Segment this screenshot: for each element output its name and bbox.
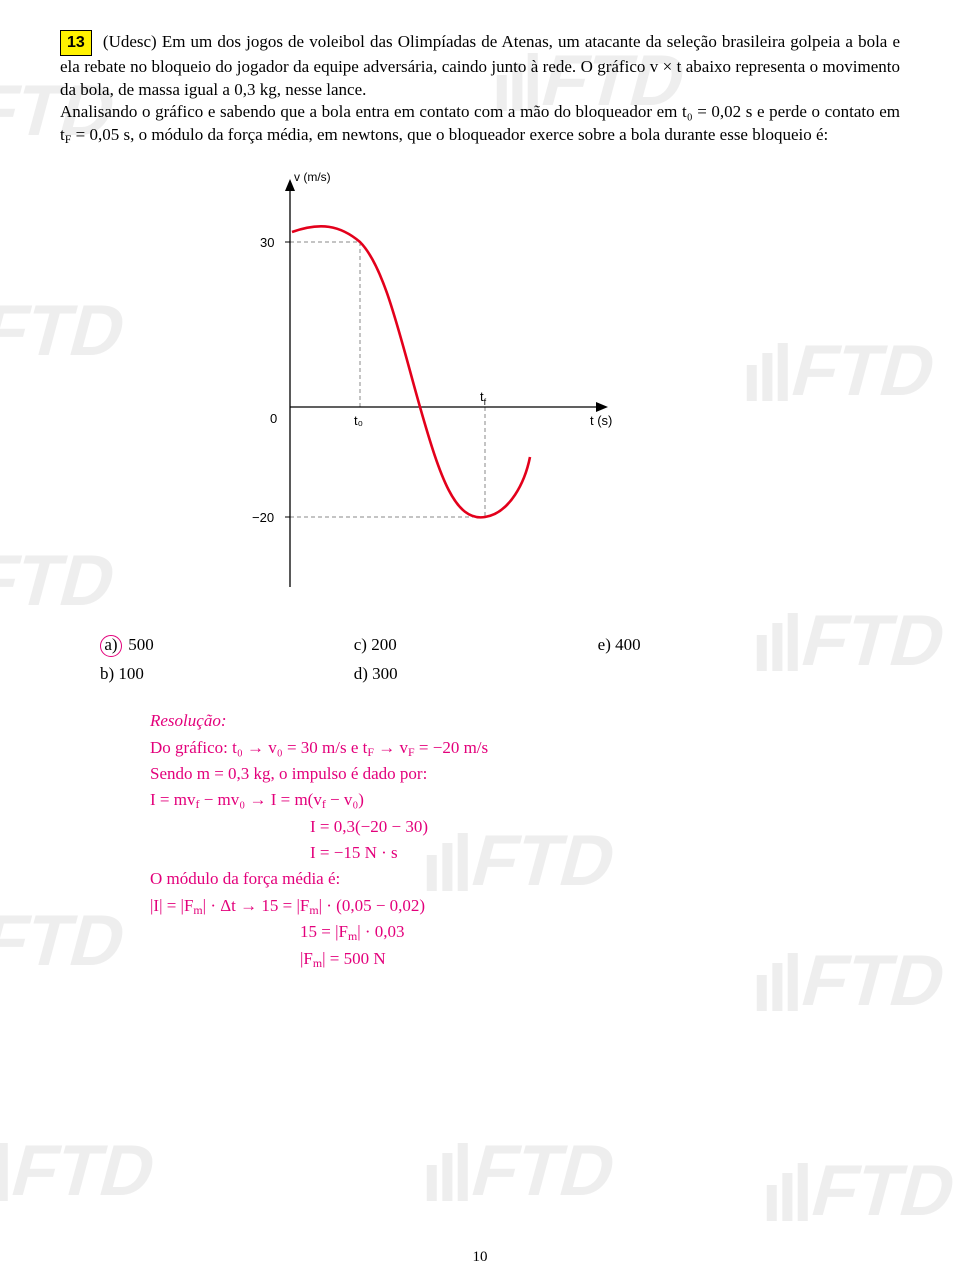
solution-block: Resolução: Do gráfico: t₀ → v₀ = 30 m/s … (150, 708, 900, 972)
t0-label: t₀ (354, 413, 363, 428)
option-d: d) 300 (354, 663, 398, 686)
ym20: −20 (252, 510, 274, 525)
option-a: a) 500 (100, 634, 154, 657)
problem-text: 13 (Udesc) Em um dos jogos de voleibol d… (60, 30, 900, 147)
origin: 0 (270, 411, 277, 426)
velocity-chart: v (m/s) 30 −20 0 t₀ tf t (s) (230, 167, 900, 614)
x-axis-label: t (s) (590, 413, 612, 428)
page-content: 13 (Udesc) Em um dos jogos de voleibol d… (0, 0, 960, 972)
solution-title: Resolução: (150, 711, 226, 730)
tf-label: tf (480, 389, 487, 407)
chart-svg: v (m/s) 30 −20 0 t₀ tf t (s) (230, 167, 630, 607)
option-b: b) 100 (100, 663, 154, 686)
options-row: a) 500 b) 100 c) 200 d) 300 e) 400 (100, 634, 900, 686)
y30: 30 (260, 235, 274, 250)
page-number: 10 (0, 1249, 960, 1266)
option-c: c) 200 (354, 634, 398, 657)
question-number: 13 (60, 30, 92, 56)
option-e: e) 400 (598, 634, 641, 657)
q-line4: = 0,05 s, o módulo da força média, em ne… (71, 125, 828, 144)
question-source: (Udesc) (103, 32, 157, 51)
y-axis-label: v (m/s) (294, 170, 331, 184)
q-line1: Em um dos jogos de voleibol das Olimpíad… (162, 32, 785, 51)
